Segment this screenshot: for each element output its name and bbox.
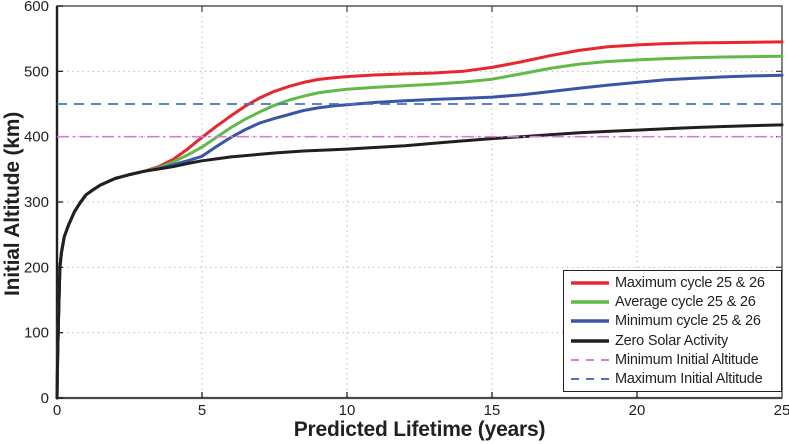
legend-item: Maximum cycle 25 & 26 (571, 274, 781, 292)
x-tick-label: 25 (774, 402, 789, 419)
legend-swatch-solid (571, 300, 609, 304)
legend-label: Maximum cycle 25 & 26 (615, 274, 765, 291)
series-curve (55, 123, 784, 400)
legend-item: Average cycle 25 & 26 (571, 293, 781, 311)
legend-swatch-dashdot (571, 358, 609, 361)
x-tick-label: 0 (53, 402, 61, 419)
legend-swatch-dashed (571, 378, 609, 381)
y-tick-label: 600 (24, 0, 49, 15)
x-tick-label: 5 (198, 402, 206, 419)
legend-label: Maximum Initial Altitude (615, 371, 763, 388)
legend-label: Minimum Initial Altitude (615, 351, 759, 368)
x-tick-label: 10 (339, 402, 356, 419)
y-tick-label: 0 (41, 390, 49, 407)
legend-item: Minimum Initial Altitude (571, 351, 781, 369)
y-tick-label: 300 (24, 194, 49, 211)
y-tick-label: 400 (24, 129, 49, 146)
legend-label: Zero Solar Activity (615, 332, 729, 349)
legend-label: Minimum cycle 25 & 26 (615, 313, 761, 330)
legend: Maximum cycle 25 & 26 Average cycle 25 & … (563, 270, 782, 392)
y-tick-label: 500 (24, 63, 49, 80)
legend-swatch-solid (571, 280, 609, 285)
legend-label: Average cycle 25 & 26 (615, 293, 756, 310)
legend-swatch-solid (571, 338, 609, 343)
y-tick-label: 200 (24, 259, 49, 276)
y-tick-label: 100 (24, 325, 49, 342)
x-tick-label: 20 (629, 402, 646, 419)
x-axis-title: Predicted Lifetime (years) (293, 418, 546, 441)
y-axis-title: Initial Altitude (km) (1, 111, 24, 297)
x-tick-label: 15 (484, 402, 501, 419)
legend-item: Maximum Initial Altitude (571, 370, 781, 388)
legend-item: Zero Solar Activity (571, 332, 781, 350)
legend-item: Minimum cycle 25 & 26 (571, 312, 781, 330)
legend-swatch-solid (571, 319, 609, 324)
